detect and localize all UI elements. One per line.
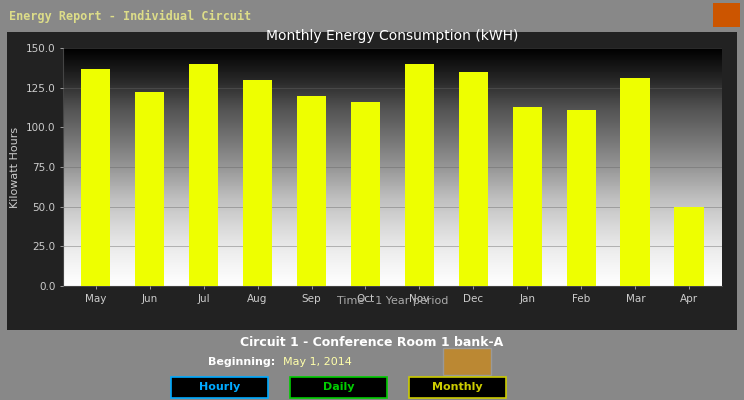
Text: Monthly: Monthly <box>432 382 483 392</box>
Title: Monthly Energy Consumption (kWH): Monthly Energy Consumption (kWH) <box>266 29 519 43</box>
Bar <box>81 69 110 286</box>
Bar <box>297 96 327 286</box>
Bar <box>135 92 164 286</box>
FancyBboxPatch shape <box>0 26 744 336</box>
Text: Daily: Daily <box>323 382 354 392</box>
Text: Circuit 1 - Conference Room 1 bank-A: Circuit 1 - Conference Room 1 bank-A <box>240 336 504 349</box>
Bar <box>566 110 596 286</box>
FancyBboxPatch shape <box>290 377 387 398</box>
Text: May 1, 2014: May 1, 2014 <box>283 357 352 367</box>
Bar <box>189 64 219 286</box>
Y-axis label: Kilowatt Hours: Kilowatt Hours <box>10 126 20 208</box>
Text: Hourly: Hourly <box>199 382 240 392</box>
Text: Beginning:: Beginning: <box>208 357 275 367</box>
FancyBboxPatch shape <box>713 3 740 27</box>
Bar <box>675 207 704 286</box>
FancyBboxPatch shape <box>171 377 268 398</box>
Bar <box>405 64 434 286</box>
FancyBboxPatch shape <box>409 377 506 398</box>
Text: Energy Report - Individual Circuit: Energy Report - Individual Circuit <box>9 10 251 23</box>
Bar <box>458 72 488 286</box>
Text: Time - 1 Year period: Time - 1 Year period <box>337 296 448 306</box>
Text: X: X <box>722 11 730 20</box>
Bar <box>243 80 272 286</box>
Bar <box>620 78 650 286</box>
Bar <box>513 107 542 286</box>
FancyBboxPatch shape <box>443 348 491 375</box>
Bar <box>350 102 380 286</box>
